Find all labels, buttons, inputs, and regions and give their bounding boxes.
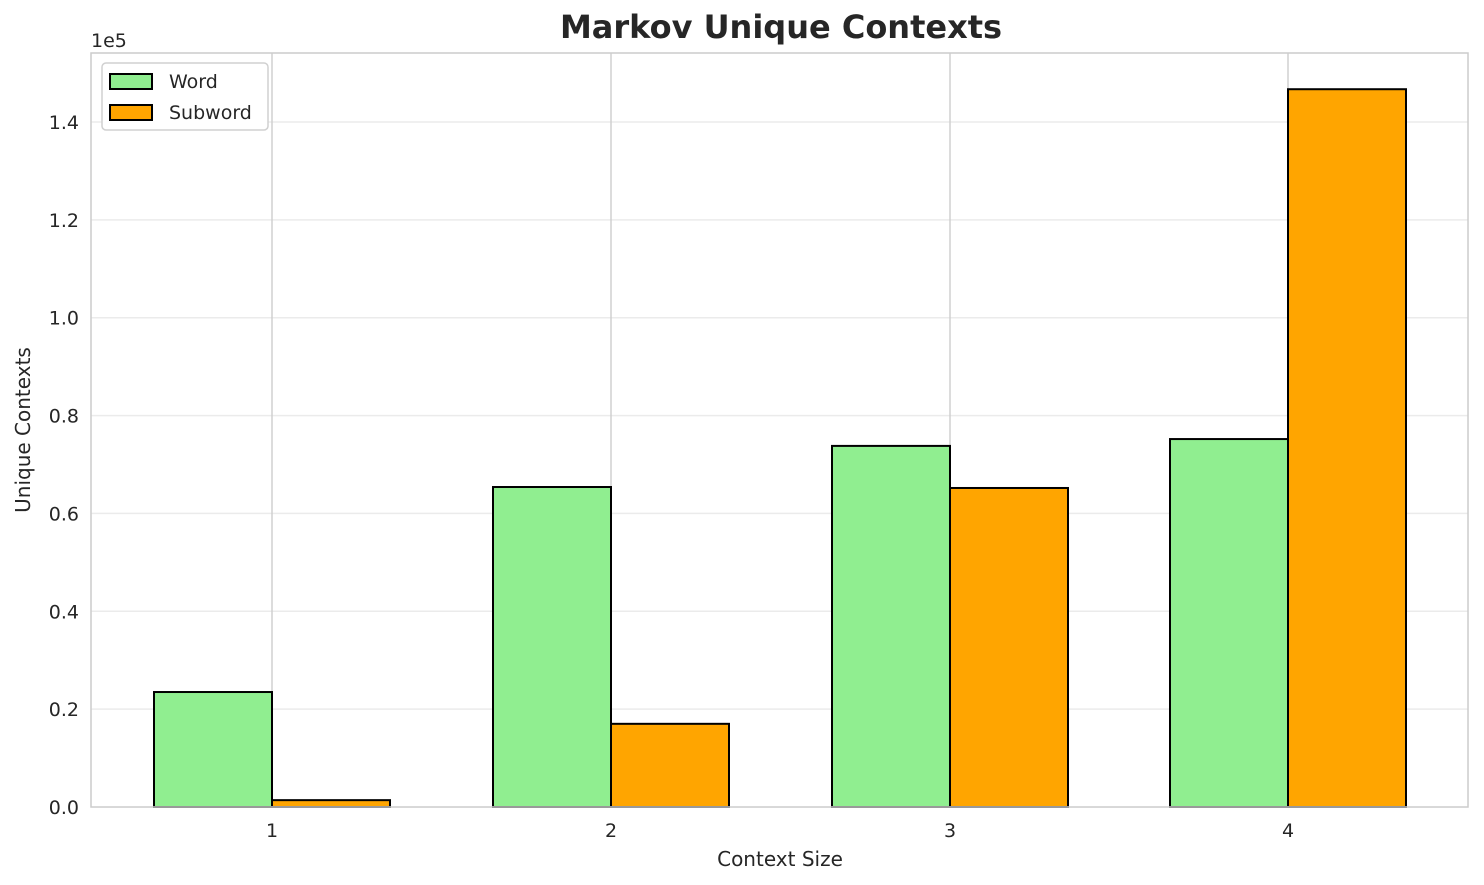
legend-swatch-word	[109, 73, 153, 90]
bar-subword-3	[949, 486, 1069, 808]
y-tick-label: 1.0	[49, 308, 79, 330]
y-tick-label: 0.2	[49, 699, 79, 721]
y-tick-label: 0.6	[49, 503, 79, 525]
legend-label-word: Word	[169, 71, 218, 93]
y-tick-label: 1.4	[49, 112, 79, 134]
bar-subword-1	[271, 799, 391, 809]
y-tick-label: 0.0	[49, 797, 79, 819]
bar-word-2	[492, 486, 612, 808]
y-offset-label: 1e5	[91, 30, 127, 52]
legend-label-subword: Subword	[169, 102, 252, 124]
y-tick-label: 0.8	[49, 406, 79, 428]
y-tick-label: 0.4	[49, 601, 79, 623]
bar-subword-4	[1287, 88, 1407, 809]
x-tick-label: 4	[1282, 820, 1294, 842]
bar-subword-2	[610, 722, 730, 808]
x-tick-label: 2	[605, 820, 617, 842]
bar-word-3	[831, 444, 951, 808]
x-tick-label: 1	[266, 820, 278, 842]
chart-title: Markov Unique Contexts	[559, 8, 1003, 46]
bar-word-4	[1169, 438, 1289, 808]
plot-frame	[90, 52, 1469, 808]
y-axis-label: Unique Contexts	[11, 347, 35, 513]
legend-swatch-subword	[109, 104, 153, 121]
bar-word-1	[153, 691, 273, 809]
x-axis-label: Context Size	[717, 847, 843, 871]
x-tick-label: 3	[944, 820, 956, 842]
y-tick-label: 1.2	[49, 210, 79, 232]
